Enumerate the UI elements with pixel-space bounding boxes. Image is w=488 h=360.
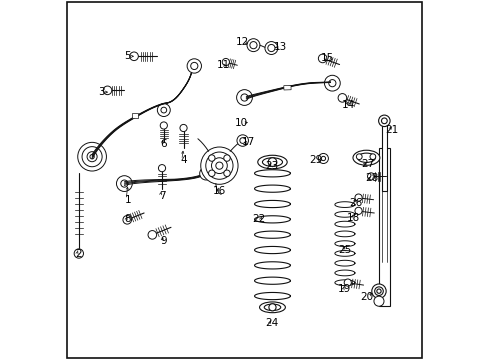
Circle shape (239, 138, 245, 143)
Ellipse shape (262, 158, 282, 166)
Circle shape (103, 86, 112, 95)
Circle shape (337, 94, 346, 102)
Text: 16: 16 (212, 186, 225, 196)
Text: 14: 14 (341, 100, 354, 110)
Text: 15: 15 (320, 53, 333, 63)
Text: 12: 12 (236, 37, 249, 47)
Text: 28: 28 (365, 173, 378, 183)
Bar (283, 85, 290, 90)
Circle shape (236, 90, 252, 105)
Circle shape (161, 107, 166, 113)
Circle shape (211, 158, 227, 174)
Circle shape (344, 279, 351, 286)
Circle shape (328, 80, 335, 87)
Circle shape (215, 162, 223, 169)
Text: 20: 20 (359, 292, 372, 302)
Circle shape (324, 75, 340, 91)
Circle shape (201, 147, 238, 184)
Circle shape (224, 155, 230, 161)
Text: 18: 18 (346, 213, 360, 222)
Text: 23: 23 (264, 161, 278, 171)
Text: 10: 10 (234, 118, 247, 128)
Text: 26: 26 (348, 198, 362, 208)
Text: 27: 27 (361, 159, 374, 169)
Circle shape (205, 152, 233, 179)
Text: 21: 21 (384, 125, 397, 135)
Text: 19: 19 (338, 284, 351, 294)
Text: 8: 8 (124, 215, 131, 224)
Text: 25: 25 (338, 245, 351, 255)
Text: 24: 24 (264, 319, 278, 328)
Bar (132, 113, 138, 118)
Circle shape (203, 171, 208, 176)
Circle shape (381, 118, 386, 124)
Circle shape (160, 122, 167, 129)
Circle shape (78, 142, 106, 171)
Circle shape (116, 176, 132, 192)
Circle shape (249, 41, 257, 49)
Circle shape (268, 304, 276, 311)
Circle shape (122, 216, 131, 224)
Ellipse shape (352, 150, 379, 165)
Text: 9: 9 (160, 236, 167, 246)
Circle shape (208, 170, 215, 176)
Circle shape (241, 94, 247, 101)
Circle shape (74, 249, 83, 258)
Circle shape (121, 180, 128, 187)
Circle shape (369, 154, 375, 159)
Text: 7: 7 (159, 191, 165, 201)
Circle shape (321, 156, 325, 161)
Circle shape (199, 167, 212, 180)
Circle shape (246, 39, 260, 51)
Circle shape (157, 104, 170, 117)
Text: 6: 6 (160, 139, 167, 149)
Bar (382, 119, 386, 191)
Circle shape (356, 154, 362, 159)
Circle shape (148, 230, 156, 239)
Circle shape (264, 41, 277, 54)
Circle shape (354, 207, 362, 215)
Text: 22: 22 (252, 215, 265, 224)
Circle shape (180, 125, 187, 132)
Text: 2: 2 (75, 248, 82, 258)
Text: 11: 11 (216, 60, 229, 70)
Circle shape (222, 58, 229, 66)
Ellipse shape (357, 153, 375, 162)
Circle shape (318, 54, 326, 63)
Circle shape (376, 289, 380, 293)
Circle shape (374, 287, 383, 296)
Ellipse shape (259, 302, 285, 313)
Text: 29: 29 (309, 155, 322, 165)
Ellipse shape (257, 155, 286, 169)
Text: 5: 5 (124, 51, 131, 61)
Text: 4: 4 (180, 155, 186, 165)
Circle shape (224, 170, 230, 176)
Circle shape (367, 173, 374, 180)
Text: 17: 17 (241, 138, 254, 147)
Circle shape (267, 158, 276, 166)
Bar (378, 148, 389, 306)
Circle shape (373, 296, 383, 306)
Circle shape (90, 154, 94, 159)
Text: 1: 1 (124, 195, 131, 205)
Ellipse shape (264, 304, 280, 311)
Circle shape (158, 165, 165, 172)
Circle shape (318, 153, 328, 163)
Circle shape (267, 44, 274, 51)
Circle shape (371, 284, 386, 298)
Circle shape (208, 155, 215, 161)
Circle shape (82, 147, 102, 167)
Circle shape (187, 59, 201, 73)
Text: 13: 13 (273, 42, 286, 52)
Circle shape (237, 135, 248, 146)
Circle shape (87, 152, 97, 162)
Circle shape (354, 194, 362, 201)
Text: 3: 3 (98, 87, 104, 97)
Circle shape (378, 115, 389, 127)
Circle shape (129, 52, 138, 60)
Circle shape (190, 62, 198, 69)
